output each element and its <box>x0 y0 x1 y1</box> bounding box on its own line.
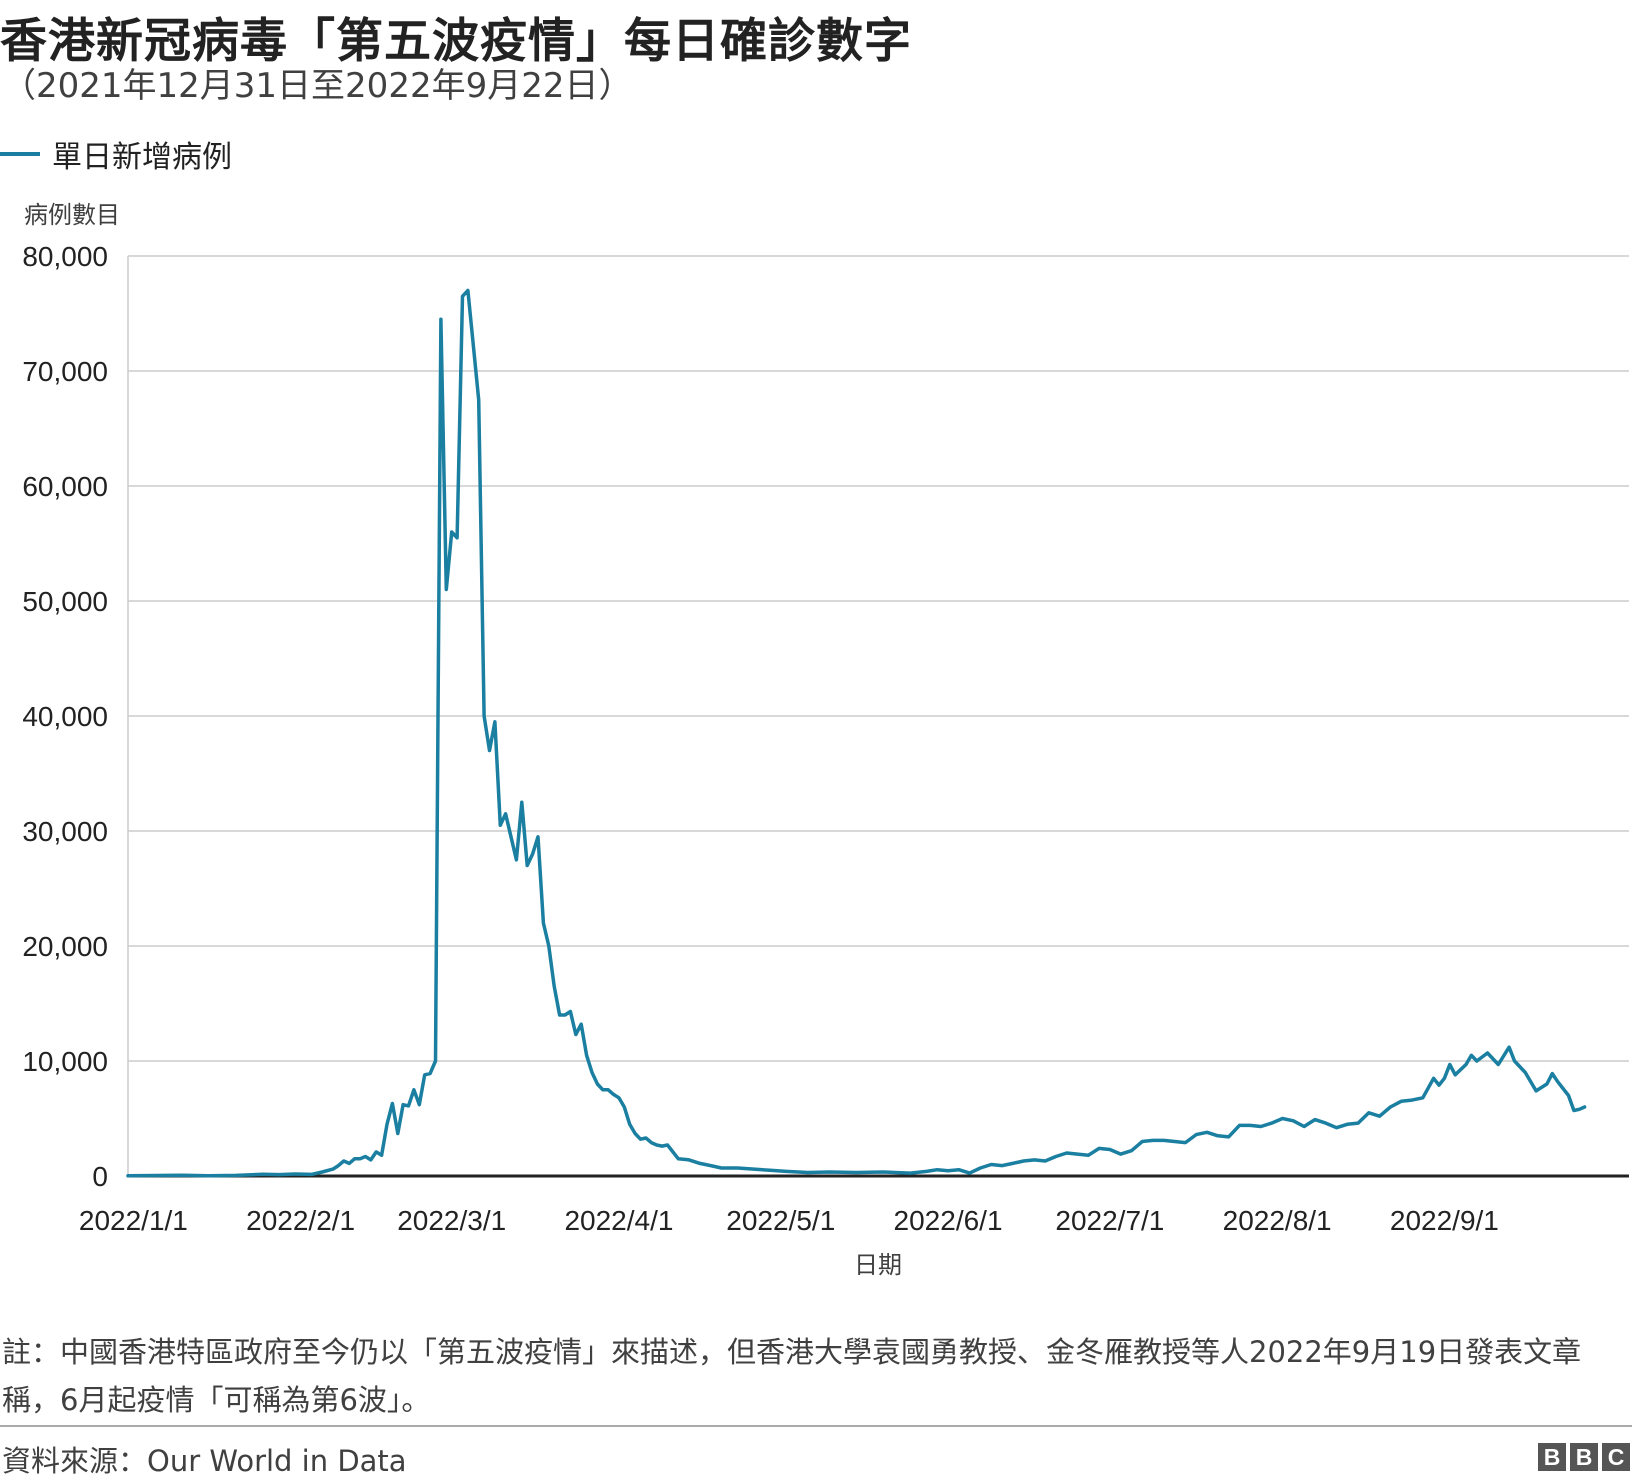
x-tick-label: 2022/2/1 <box>246 1205 355 1236</box>
footnote: 註：中國香港特區政府至今仍以「第五波疫情」來描述，但香港大學袁國勇教授、金冬雁教… <box>2 1335 1582 1417</box>
x-tick-label: 2022/3/1 <box>397 1205 506 1236</box>
logo-letter: B <box>1538 1443 1566 1471</box>
logo-letter: B <box>1570 1443 1598 1471</box>
y-tick-label: 40,000 <box>22 701 108 732</box>
x-tick-label: 2022/9/1 <box>1390 1205 1499 1236</box>
x-tick-label: 2022/4/1 <box>564 1205 673 1236</box>
x-tick-label: 2022/6/1 <box>894 1205 1003 1236</box>
y-tick-label: 0 <box>92 1161 108 1192</box>
line-chart: 病例數目 日期 0 10,000 20,000 30,000 40,000 50,000 6… <box>22 202 1629 1279</box>
legend-swatch <box>0 152 40 156</box>
y-tick-label: 30,000 <box>22 816 108 847</box>
logo-letter: C <box>1602 1443 1630 1471</box>
y-tick-label: 80,000 <box>22 241 108 272</box>
y-tick-label: 50,000 <box>22 586 108 617</box>
x-tick-label: 2022/8/1 <box>1223 1205 1332 1236</box>
chart-subtitle: （2021年12月31日至2022年9月22日） <box>2 66 633 106</box>
y-tick-label: 20,000 <box>22 931 108 962</box>
x-tick-label: 2022/7/1 <box>1055 1205 1164 1236</box>
x-tick-label: 2022/1/1 <box>79 1205 188 1236</box>
legend-label: 單日新增病例 <box>52 140 232 175</box>
x-axis-title: 日期 <box>854 1252 902 1279</box>
footer-divider <box>0 1425 1632 1427</box>
bbc-logo: B B C <box>1538 1443 1630 1471</box>
legend: 單日新增病例 <box>0 134 232 175</box>
y-tick-label: 70,000 <box>22 356 108 387</box>
y-axis-title: 病例數目 <box>24 202 120 229</box>
y-tick-label: 10,000 <box>22 1046 108 1077</box>
chart-title: 香港新冠病毒「第五波疫情」每日確診數字 <box>0 14 912 69</box>
series-line-daily-cases <box>126 288 1587 1178</box>
x-tick-label: 2022/5/1 <box>726 1205 835 1236</box>
y-tick-label: 60,000 <box>22 471 108 502</box>
source-credit: 資料來源：Our World in Data <box>2 1444 407 1478</box>
